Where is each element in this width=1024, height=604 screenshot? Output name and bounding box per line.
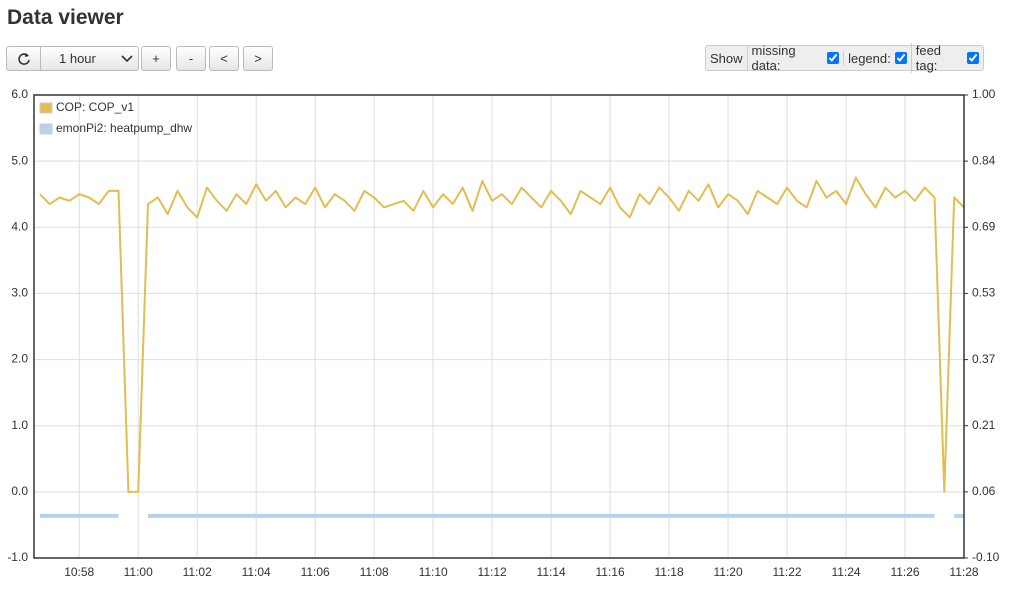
legend-label: emonPi2: heatpump_dhw xyxy=(56,121,192,135)
option-label: legend: xyxy=(843,50,895,66)
legend-label: COP: COP_v1 xyxy=(56,100,134,114)
plot-frame xyxy=(33,94,965,559)
y2-tick-label: 0.69 xyxy=(972,219,996,233)
option-checkbox[interactable] xyxy=(827,52,840,64)
select-arrow xyxy=(121,54,133,62)
x-tick-label: 11:06 xyxy=(301,565,330,579)
y2-tick-label: -0.10 xyxy=(972,550,1000,564)
series-line xyxy=(39,176,965,493)
interval-label: 1 hour xyxy=(59,51,96,66)
y-tick-label: 1.0 xyxy=(11,418,28,432)
x-tick-label: 11:08 xyxy=(360,565,389,579)
y-tick-label: 5.0 xyxy=(11,153,28,167)
y-tick-label: 2.0 xyxy=(11,352,28,366)
x-tick-label: 11:04 xyxy=(242,565,271,579)
refresh-button[interactable] xyxy=(6,46,41,71)
x-tick-label: 11:00 xyxy=(124,565,153,579)
x-tick-label: 11:12 xyxy=(478,565,507,579)
x-tick-label: 11:28 xyxy=(949,565,978,579)
pan-right-button[interactable]: > xyxy=(243,46,273,71)
y2-tick-label: 1.00 xyxy=(972,87,996,101)
x-tick-label: 11:18 xyxy=(655,565,684,579)
y2-tick-label: 0.84 xyxy=(972,153,996,167)
legend-swatch xyxy=(39,123,53,135)
refresh-icon xyxy=(17,52,30,65)
x-tick-label: 11:10 xyxy=(419,565,448,579)
y2-tick-label: 0.21 xyxy=(972,418,996,432)
y-tick-label: -1.0 xyxy=(7,550,28,564)
interval-select[interactable]: 1 hour xyxy=(40,46,139,71)
x-tick-label: 11:14 xyxy=(537,565,566,579)
x-tick-label: 11:16 xyxy=(596,565,625,579)
y-tick-label: 3.0 xyxy=(11,286,28,300)
x-tick-label: 10:58 xyxy=(64,565,94,579)
zoom-out-button[interactable]: - xyxy=(176,46,206,71)
zoom-in-button[interactable]: + xyxy=(141,46,171,71)
x-tick-label: 11:24 xyxy=(831,565,860,579)
y2-tick-label: 0.06 xyxy=(972,484,996,498)
x-tick-label: 11:26 xyxy=(890,565,919,579)
option-label: missing data: xyxy=(751,43,796,73)
y2-tick-label: 0.37 xyxy=(972,352,996,366)
y-tick-label: 0.0 xyxy=(11,484,28,498)
y-tick-label: 6.0 xyxy=(11,87,28,101)
option-checkbox[interactable] xyxy=(967,52,979,64)
pan-left-button[interactable]: < xyxy=(209,46,239,71)
option-label: feed tag: xyxy=(910,43,967,73)
legend-swatch xyxy=(39,102,53,114)
show-label: Show xyxy=(706,46,748,70)
y2-tick-label: 0.53 xyxy=(972,286,996,300)
y-tick-label: 4.0 xyxy=(11,219,28,233)
option-checkbox[interactable] xyxy=(894,52,907,64)
x-tick-label: 11:02 xyxy=(183,565,212,579)
x-tick-label: 11:20 xyxy=(713,565,742,579)
show-options: Show missing data: legend: feed tag: xyxy=(705,43,984,73)
page-title: Data viewer xyxy=(7,6,124,29)
x-tick-label: 11:22 xyxy=(772,565,801,579)
